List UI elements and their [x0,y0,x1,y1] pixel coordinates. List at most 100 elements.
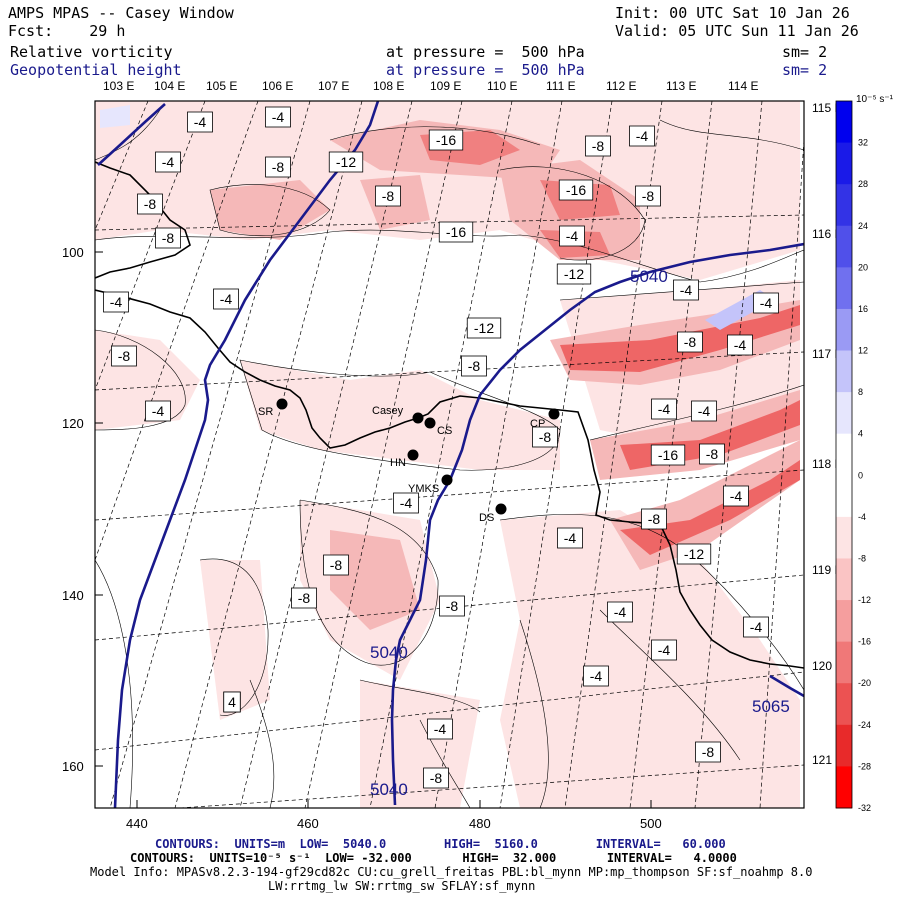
vorticity-label: 4 [228,694,236,710]
vorticity-label-box [393,492,419,514]
vorticity-label-box [323,554,349,576]
vorticity-label-box [727,334,753,356]
x-tick-label: 480 [469,816,491,831]
vorticity-label: -8 [684,334,697,350]
plot-title: AMPS MPAS -- Casey Window [8,4,234,22]
vorticity-label-box [428,129,464,151]
colorbar-swatch [836,516,852,559]
vorticity-label-box [155,151,181,173]
vorticity-label-box [137,193,163,215]
vorticity-label: -8 [330,557,343,573]
vorticity-label: -8 [468,358,481,374]
vorticity-label-box [695,741,721,763]
vorticity-label: -8 [298,590,311,606]
lon-right-label: 117 E [812,347,842,361]
init-time: Init: 00 UTC Sat 10 Jan 26 [615,4,850,22]
height-label: 5040 [630,267,668,286]
vorticity-label-box [699,443,725,465]
colorbar-label: -4 [858,512,866,522]
colorbar-swatch [836,184,852,227]
vorticity-label: -4 [434,721,447,737]
station-label: Casey [372,405,404,417]
station-marker[interactable] [276,398,288,410]
vorticity-label-box [532,426,558,448]
vorticity-label-box [559,225,585,247]
vorticity-label: -16 [446,224,466,240]
vorticity-label-box [635,185,661,207]
station-label: CS [437,425,452,437]
valid-time: Valid: 05 UTC Sun 11 Jan 26 [615,22,859,40]
field2-name: Geopotential height [10,61,182,79]
vorticity-label-box [583,665,609,687]
vorticity-label-box [607,601,633,623]
vorticity-label-box [439,595,465,617]
vorticity-label: -16 [436,132,456,148]
colorbar-units: 10⁻⁵ s⁻¹ [856,94,894,105]
vorticity-label-box [585,135,611,157]
vorticity-label-box [651,398,677,420]
vorticity-label: -4 [636,128,649,144]
station-marker[interactable] [548,408,560,420]
vorticity-label: -4 [220,291,233,307]
lon-label: 114 E [728,79,758,93]
vorticity-label-box [743,616,769,638]
field1-level: at pressure = 500 hPa [386,43,585,61]
height-labels: 5040 5040 5040 5065 [370,267,790,799]
vorticity-label: -8 [702,744,715,760]
y-tick-label: 100 [62,245,84,260]
vorticity-label: -4 [734,337,747,353]
x-tick-label: 440 [126,816,148,831]
lon-label: 103 E [103,79,134,93]
vorticity-label: -4 [110,294,123,310]
colorbar-label: -32 [858,803,871,813]
vorticity-label: -12 [684,546,704,562]
footer-model-info: Model Info: MPASv8.2.3-194-gf29cd82c CU:… [90,865,813,879]
colorbar-label: -24 [858,720,871,730]
vorticity-label: -4 [698,403,711,419]
x-tick-label: 460 [297,816,319,831]
vorticity-label-box [557,527,583,549]
lon-label: 110 E [487,79,517,93]
vorticity-label: -12 [564,266,584,282]
colorbar-swatch [836,475,852,518]
vorticity-label: -4 [760,295,773,311]
vorticity-label-box [155,227,181,249]
colorbar-label: 0 [858,470,863,480]
vorticity-label: -16 [658,447,678,463]
vorticity-label: -8 [592,138,605,154]
station-marker[interactable] [412,412,424,424]
lon-label: 113 E [666,79,696,93]
vorticity-label-box [423,767,449,789]
lon-label: 105 E [206,79,237,93]
geopotential-contours [97,101,804,808]
station-marker[interactable] [441,474,453,486]
colorbar-swatch [836,600,852,643]
vorticity-label: -8 [382,188,395,204]
colorbar-swatch [836,724,852,767]
lon-label: 104 E [154,79,185,93]
height-label: 5040 [370,780,408,799]
colorbar-swatch [836,308,852,352]
colorbar-swatch [836,766,852,809]
vorticity-label: -4 [680,282,693,298]
colorbar-swatch [836,225,852,268]
lon-right-label: 120 E [812,659,843,673]
colorbar-swatch [836,558,852,601]
vorticity-label: -4 [564,530,577,546]
station-marker[interactable] [424,417,436,429]
lon-right-label: 116 E [812,227,842,241]
colorbar-swatch [836,267,852,310]
right-longitude-labels: 115 E 116 E 117 E 118 E 119 E 120 E 121 … [812,101,843,767]
colorbar-swatch [836,641,852,684]
station-marker[interactable] [407,449,419,461]
vorticity-label: -8 [648,511,661,527]
vorticity-label: -8 [272,159,285,175]
vorticity-label-box [691,400,717,422]
vorticity-label-box [145,400,171,422]
vorticity-label-box [556,263,592,285]
field1-name: Relative vorticity [10,43,173,61]
vorticity-label-box [677,331,703,353]
station-marker[interactable] [495,503,507,515]
vorticity-label-box [461,355,487,377]
vorticity-label-box [676,543,712,565]
